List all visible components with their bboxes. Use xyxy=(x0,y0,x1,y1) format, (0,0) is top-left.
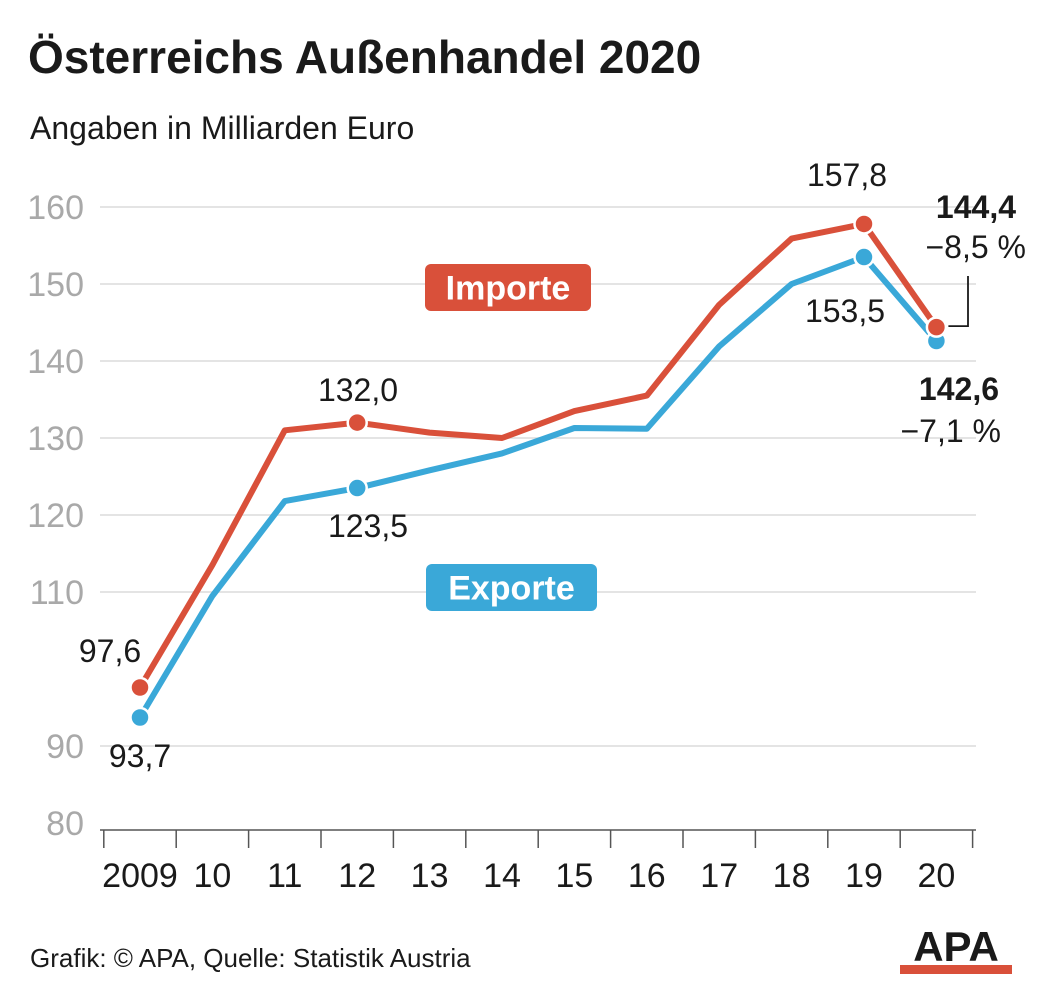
label-exports-2019: 153,5 xyxy=(805,293,885,329)
label-imports-2020: 144,4 xyxy=(936,189,1016,225)
change-bracket xyxy=(948,276,969,328)
label-exports-2012: 123,5 xyxy=(328,508,408,544)
point-importe-12 xyxy=(346,411,368,434)
apa-logo: APA xyxy=(900,925,1012,974)
grid-lines xyxy=(100,206,976,747)
badge-label-importe: Importe xyxy=(446,270,571,308)
point-importe-2009 xyxy=(129,676,151,699)
label-imports-2020-change: −8,5 % xyxy=(925,229,1026,265)
source-note: Grafik: © APA, Quelle: Statistik Austria xyxy=(30,943,471,973)
x-tick-15: 15 xyxy=(555,857,593,895)
x-axis-ticks: 2009 10 11 12 13 14 15 16 17 18 19 20 xyxy=(102,857,955,895)
y-tick-160: 160 xyxy=(27,189,84,227)
apa-logo-bar xyxy=(900,965,1012,974)
label-exports-2009: 93,7 xyxy=(109,738,171,774)
point-exporte-12 xyxy=(346,477,368,499)
x-tick-16: 16 xyxy=(628,857,666,895)
series-line-exporte xyxy=(137,254,940,721)
series-badges: Importe Exporte xyxy=(425,264,597,611)
chart-title: Österreichs Außenhandel 2020 xyxy=(28,31,702,83)
series-line-importe xyxy=(137,220,940,691)
chart-subtitle: Angaben in Milliarden Euro xyxy=(30,110,415,146)
y-axis-ticks: 80 90 110 120 130 140 150 160 xyxy=(27,189,84,843)
y-tick-150: 150 xyxy=(27,266,84,304)
badge-label-exporte: Exporte xyxy=(448,570,575,608)
x-tick-2009: 2009 xyxy=(102,857,178,895)
label-imports-2012: 132,0 xyxy=(318,372,398,408)
y-tick-110: 110 xyxy=(30,574,84,612)
series-lines xyxy=(137,220,940,721)
apa-logo-text: APA xyxy=(913,925,999,970)
point-importe-19 xyxy=(853,213,875,235)
label-exports-2020: 142,6 xyxy=(919,371,999,407)
x-tick-11: 11 xyxy=(267,857,302,895)
x-tick-10: 10 xyxy=(193,857,231,895)
x-tick-18: 18 xyxy=(773,857,811,895)
x-tick-19: 19 xyxy=(845,857,883,895)
x-tick-12: 12 xyxy=(338,857,376,895)
data-labels: 97,6 93,7 132,0 123,5 157,8 153,5 144,4 … xyxy=(79,157,1026,774)
y-tick-120: 120 xyxy=(27,497,84,535)
badge-importe xyxy=(425,264,591,311)
y-tick-140: 140 xyxy=(27,343,84,381)
label-imports-2009: 97,6 xyxy=(79,633,141,669)
y-tick-90: 90 xyxy=(46,728,84,766)
point-exporte-19 xyxy=(853,246,875,268)
bracket-imports-2020 xyxy=(948,276,969,328)
y-tick-130: 130 xyxy=(27,420,84,458)
x-tick-17: 17 xyxy=(700,857,738,895)
x-axis xyxy=(100,829,976,848)
label-exports-2020-change: −7,1 % xyxy=(900,413,1001,449)
point-exporte-2009 xyxy=(129,706,151,729)
label-imports-2019: 157,8 xyxy=(807,157,887,193)
badge-exporte xyxy=(426,564,597,611)
y-tick-80: 80 xyxy=(46,805,84,843)
x-tick-14: 14 xyxy=(483,857,521,895)
x-tick-13: 13 xyxy=(411,857,449,895)
point-importe-20 xyxy=(925,316,948,338)
series-points xyxy=(129,213,948,729)
x-tick-20: 20 xyxy=(917,857,955,895)
